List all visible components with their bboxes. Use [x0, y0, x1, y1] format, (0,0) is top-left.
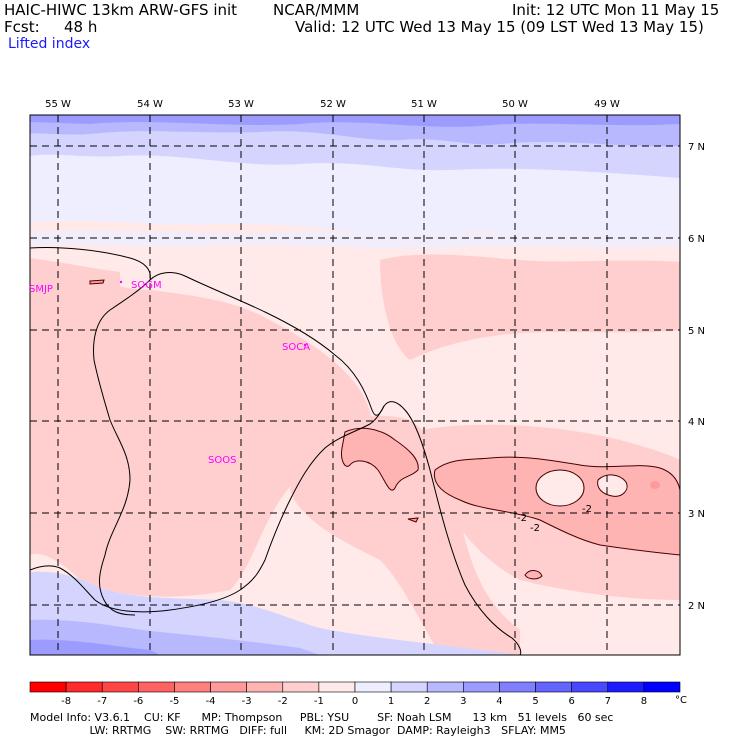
model-info-line1: Model Info: V3.6.1 CU: KF MP: Thompson P… [30, 711, 614, 724]
colorbar-tick-label: 0 [352, 696, 358, 707]
valid-time: Valid: 12 UTC Wed 13 May 15 (09 LST Wed … [295, 18, 704, 36]
contour-label: -2 [582, 504, 592, 515]
map-fill [30, 115, 680, 655]
colorbar-swatch [426, 681, 464, 693]
colorbar-tick-label: 5 [532, 696, 538, 707]
border-south [30, 405, 385, 613]
colorbar-tick-label: 7 [605, 696, 611, 707]
colorbar-tick-label: -8 [61, 696, 71, 707]
station-sogm: SOGM [131, 280, 162, 291]
station-marker [119, 280, 123, 284]
colorbar-swatch [210, 681, 247, 693]
field-cell-east-hole2 [597, 474, 628, 497]
colorbar-tick-label: -3 [242, 696, 252, 707]
lat-label: 4 N [688, 417, 705, 428]
model-info-line2: LW: RRTMG SW: RRTMG DIFF: full KM: 2D Sm… [30, 724, 566, 737]
coastlines-borders [30, 246, 522, 655]
colorbar-swatch [463, 681, 500, 693]
colorbar-tick-label: 3 [460, 696, 466, 707]
field-blue-south-core [30, 639, 160, 655]
forecast-hours: 48 h [64, 18, 98, 36]
colorbar-swatch [390, 681, 428, 693]
colorbar-tick-label: -2 [278, 696, 288, 707]
contour-label: -2 [530, 523, 540, 534]
colorbar-tick-label: -7 [97, 696, 107, 707]
station-soos: SOOS [208, 455, 236, 466]
colorbar-swatch [643, 681, 681, 693]
lat-label: 6 N [688, 234, 705, 245]
colorbar-tick-label: 8 [641, 696, 647, 707]
colorbar-swatch [246, 681, 284, 693]
field-cell-east-hole [535, 469, 585, 507]
lon-label: 52 W [320, 99, 346, 110]
colorbar-swatch [282, 681, 320, 693]
lon-label: 49 W [594, 99, 620, 110]
colorbar-tick-label: 6 [568, 696, 574, 707]
station-marker [303, 343, 307, 347]
colorbar-swatch [535, 681, 572, 693]
contour-labels: -2 -2 -2 [517, 504, 592, 534]
field-cell-small [407, 517, 419, 523]
field-blue-north-core [30, 115, 680, 127]
station-smjp: SMJP [29, 284, 53, 295]
coastline [30, 246, 522, 655]
colorbar-tick-label: 1 [388, 696, 394, 707]
field-cell-east-core [650, 481, 660, 489]
lon-label: 50 W [502, 99, 528, 110]
lon-label: 54 W [137, 99, 163, 110]
forecast-label: Fcst: [4, 18, 40, 36]
colorbar-swatch [138, 681, 175, 693]
colorbar-tick-label: -4 [206, 696, 216, 707]
latitude-labels: 7 N 6 N 5 N 4 N 3 N 2 N [688, 142, 705, 612]
org-label: NCAR/MMM [273, 1, 360, 19]
init-time: Init: 12 UTC Mon 11 May 15 [512, 1, 720, 19]
field-name: Lifted index [8, 36, 91, 52]
colorbar-swatch [65, 681, 103, 693]
colorbar-tick-label: 2 [424, 696, 430, 707]
colorbar-tick-label: -6 [133, 696, 143, 707]
longitude-labels: 55 W 54 W 53 W 52 W 51 W 50 W 49 W [45, 99, 620, 110]
lon-label: 51 W [411, 99, 437, 110]
graticule [30, 115, 680, 655]
map-frame [29, 114, 681, 656]
field-cell-south [524, 570, 543, 580]
border-west [93, 279, 151, 616]
lat-label: 7 N [688, 142, 705, 153]
colorbar-swatch [29, 681, 67, 693]
contour-label: -2 [517, 513, 527, 524]
field-cell-west [89, 279, 105, 285]
field-pink-inland [30, 260, 372, 597]
field-cell-coast [341, 427, 419, 491]
lat-label: 2 N [688, 601, 705, 612]
lon-label: 55 W [45, 99, 71, 110]
colorbar-labels: -8 -7 -6 -5 -4 -3 -2 -1 0 1 2 3 4 5 6 7 8 [61, 696, 647, 707]
colorbar-unit: °C [675, 695, 687, 706]
colorbar-swatch [499, 681, 536, 693]
colorbar-tick-label: 4 [496, 696, 502, 707]
lat-label: 3 N [688, 509, 705, 520]
colorbar-swatch [571, 681, 609, 693]
model-title: HAIC-HIWC 13km ARW-GFS init [4, 1, 238, 19]
lat-label: 5 N [688, 326, 705, 337]
station-labels: SMJP SOGM SOCA SOOS [29, 280, 310, 466]
colorbar-swatch [607, 681, 645, 693]
colorbar [29, 681, 681, 693]
lon-label: 53 W [228, 99, 254, 110]
colorbar-swatch [318, 681, 356, 693]
colorbar-tick-label: -5 [169, 696, 179, 707]
colorbar-swatch [174, 681, 211, 693]
colorbar-swatch [354, 681, 392, 693]
field-pink-coast [290, 415, 520, 655]
field-pink-offshore-north [380, 254, 680, 360]
colorbar-tick-label: -1 [314, 696, 324, 707]
station-markers [119, 280, 307, 347]
colorbar-swatch [101, 681, 139, 693]
station-soca: SOCA [282, 342, 310, 353]
